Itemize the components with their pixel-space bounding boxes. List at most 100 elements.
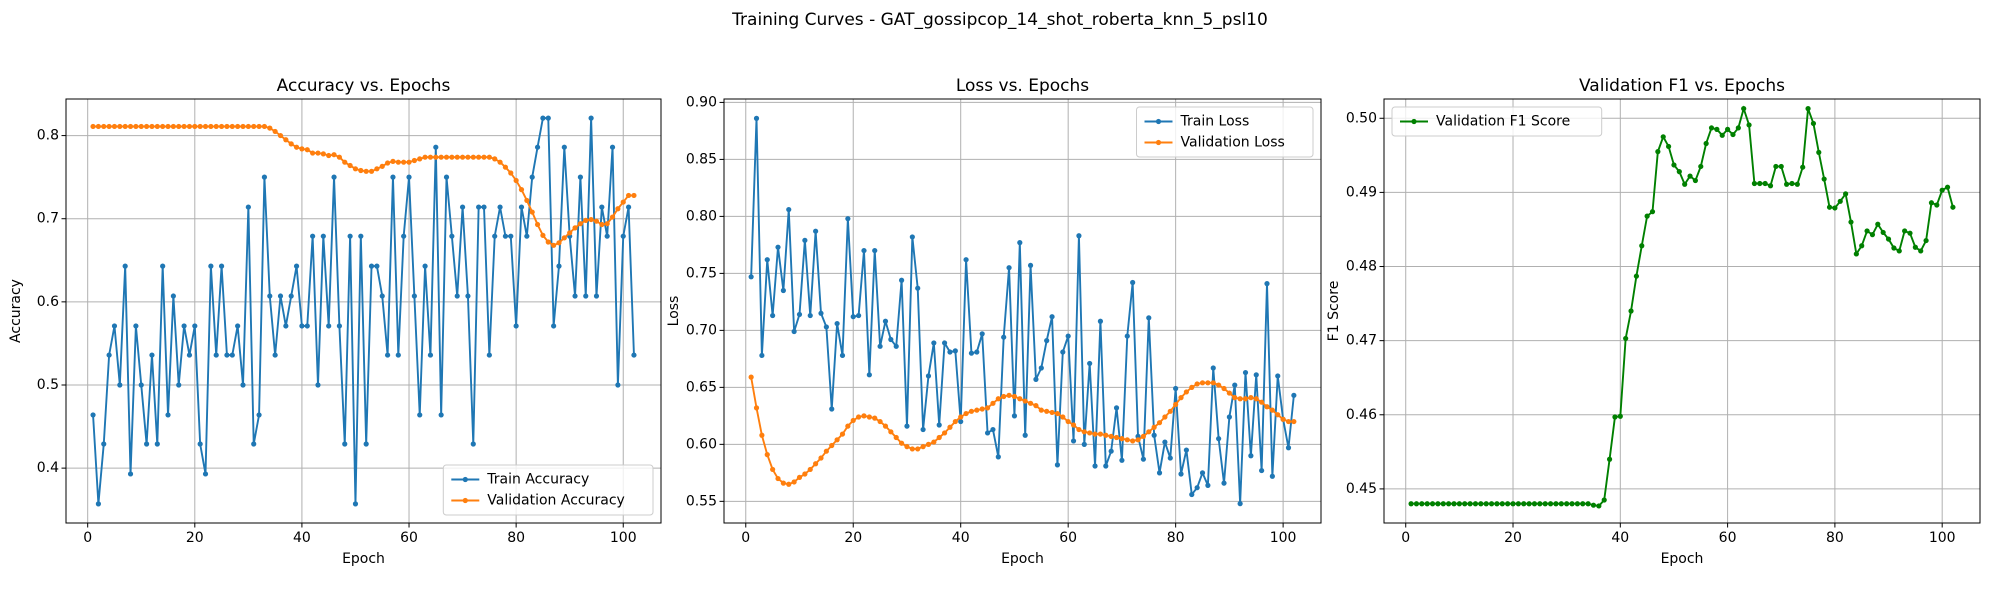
y-tick-label: 0.46 <box>1346 407 1377 423</box>
point <box>1060 349 1066 355</box>
point <box>764 257 770 263</box>
point <box>1687 173 1693 179</box>
point <box>1054 462 1061 468</box>
point <box>615 206 621 212</box>
point <box>802 471 808 477</box>
point <box>1928 200 1935 206</box>
point <box>288 293 294 299</box>
point <box>599 204 605 210</box>
point <box>320 233 326 239</box>
point <box>342 159 348 165</box>
point <box>593 293 600 299</box>
point <box>893 343 899 349</box>
point <box>1730 131 1736 138</box>
point <box>1178 395 1184 401</box>
point <box>476 204 482 210</box>
point <box>277 132 284 139</box>
point <box>1103 432 1109 438</box>
point <box>796 474 803 481</box>
point <box>390 174 396 180</box>
point <box>1944 184 1951 190</box>
y-tick-label: 0.49 <box>1346 184 1377 200</box>
point <box>1923 237 1929 244</box>
point <box>261 123 268 130</box>
point <box>1269 473 1275 479</box>
x-tick-label: 80 <box>1826 530 1844 546</box>
point <box>127 471 134 477</box>
point <box>759 432 765 438</box>
x-tick-label: 40 <box>952 530 970 546</box>
point <box>1859 243 1865 249</box>
point <box>267 125 273 131</box>
point <box>470 441 476 447</box>
point <box>1585 501 1591 507</box>
point <box>224 123 230 130</box>
point <box>438 154 444 160</box>
point <box>165 412 171 418</box>
point <box>1558 501 1564 507</box>
point <box>1269 407 1275 413</box>
point <box>1660 134 1666 140</box>
point <box>481 204 487 210</box>
y-tick-label: 0.7 <box>37 211 59 227</box>
y-tick-label: 0.45 <box>1346 481 1377 497</box>
point <box>775 244 781 250</box>
point <box>197 123 203 130</box>
point <box>1070 422 1077 428</box>
point <box>1285 418 1292 425</box>
point <box>133 323 139 329</box>
point <box>995 396 1001 402</box>
point <box>283 323 289 329</box>
axes-frame <box>1383 98 1981 524</box>
point <box>834 437 840 443</box>
point <box>780 287 786 294</box>
point <box>1291 418 1297 425</box>
point <box>1537 501 1543 507</box>
x-tick-label: 20 <box>844 530 862 546</box>
point <box>1408 501 1414 507</box>
point <box>518 187 525 193</box>
x-tick-label: 0 <box>1401 530 1410 546</box>
point <box>127 123 134 130</box>
point <box>1580 501 1586 507</box>
point <box>208 263 214 269</box>
point <box>1065 418 1071 425</box>
x-tick-label: 40 <box>293 530 311 546</box>
point <box>1178 471 1184 477</box>
x-tick-label: 100 <box>610 530 637 546</box>
point <box>850 417 856 424</box>
point <box>1087 360 1093 367</box>
point <box>1617 413 1623 419</box>
point <box>347 162 353 169</box>
point <box>1628 308 1634 314</box>
point <box>1837 198 1843 204</box>
point <box>1237 396 1243 402</box>
point <box>1569 501 1575 507</box>
point <box>417 412 423 418</box>
point <box>990 426 996 433</box>
point <box>401 159 407 165</box>
point <box>786 206 792 213</box>
point <box>256 412 262 418</box>
point <box>235 123 241 130</box>
point <box>213 123 219 130</box>
point <box>1413 501 1420 507</box>
point <box>1130 438 1136 444</box>
point <box>101 441 107 447</box>
point <box>1665 143 1672 150</box>
point <box>1440 501 1446 507</box>
point <box>1103 463 1109 469</box>
x-tick-label: 40 <box>1611 530 1629 546</box>
point <box>1483 501 1489 507</box>
point <box>1210 365 1216 371</box>
point <box>748 274 754 280</box>
point <box>958 418 964 425</box>
point <box>1060 414 1066 420</box>
point <box>1242 369 1249 376</box>
point <box>540 115 546 121</box>
point <box>1113 405 1120 411</box>
point <box>454 293 460 299</box>
point <box>866 414 872 420</box>
point <box>979 406 985 412</box>
point <box>1113 434 1120 441</box>
